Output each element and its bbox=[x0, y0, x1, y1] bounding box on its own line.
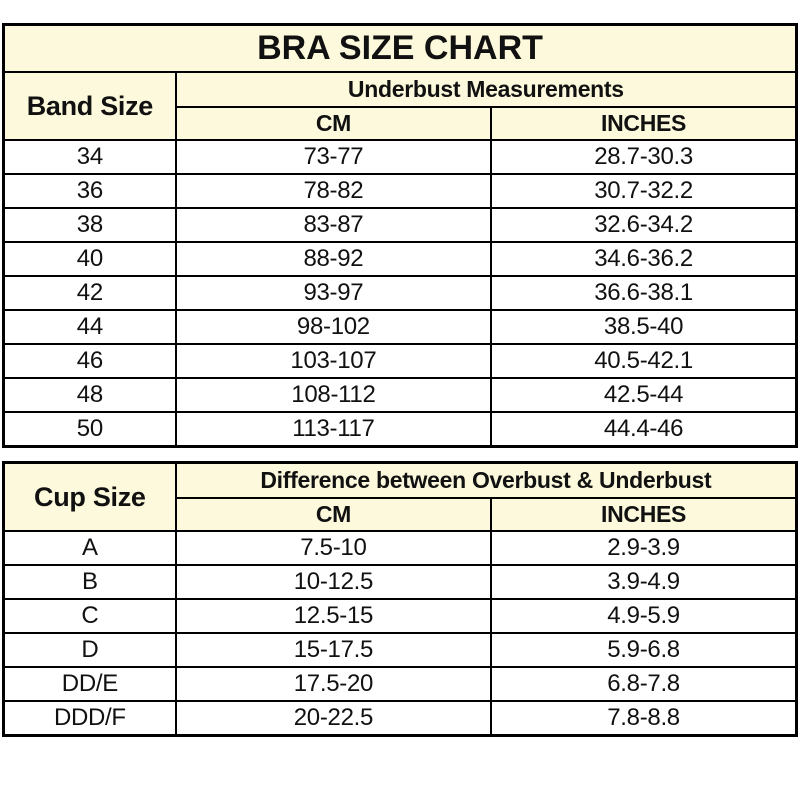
cup-size-cell: B bbox=[2, 564, 177, 600]
table-row: 48 108-112 42.5-44 bbox=[2, 377, 798, 413]
band-cm-cell: 93-97 bbox=[174, 275, 493, 311]
band-sub-header-row: CM INCHES bbox=[4, 106, 798, 141]
table-row: 42 93-97 36.6-38.1 bbox=[2, 275, 798, 311]
table-row: 38 83-87 32.6-34.2 bbox=[2, 207, 798, 243]
cup-cm-cell: 10-12.5 bbox=[174, 564, 493, 600]
band-size-cell: 50 bbox=[2, 411, 177, 448]
cup-size-cell: DD/E bbox=[2, 666, 177, 702]
band-inches-cell: 40.5-42.1 bbox=[490, 343, 798, 379]
cup-size-cell: C bbox=[2, 598, 177, 634]
band-cm-cell: 113-117 bbox=[174, 411, 493, 448]
band-size-cell: 34 bbox=[2, 139, 177, 175]
band-inches-header: INCHES bbox=[490, 106, 798, 141]
band-group-header-row: Band Size Underbust Measurements bbox=[2, 71, 798, 141]
band-cm-cell: 103-107 bbox=[174, 343, 493, 379]
band-cm-cell: 108-112 bbox=[174, 377, 493, 413]
cup-group-header-row: Cup Size Difference between Overbust & U… bbox=[2, 461, 798, 532]
cup-cm-cell: 20-22.5 bbox=[174, 700, 493, 737]
cup-cm-cell: 15-17.5 bbox=[174, 632, 493, 668]
cup-inches-cell: 3.9-4.9 bbox=[490, 564, 798, 600]
cup-cm-header: CM bbox=[174, 497, 493, 532]
cup-inches-cell: 2.9-3.9 bbox=[490, 530, 798, 566]
table-row: DD/E 17.5-20 6.8-7.8 bbox=[2, 666, 798, 702]
cup-size-table: Cup Size Difference between Overbust & U… bbox=[2, 461, 798, 737]
band-inches-cell: 32.6-34.2 bbox=[490, 207, 798, 243]
band-inches-cell: 30.7-32.2 bbox=[490, 173, 798, 209]
band-inches-cell: 34.6-36.2 bbox=[490, 241, 798, 277]
chart-title-row: BRA SIZE CHART bbox=[2, 23, 798, 73]
band-cm-cell: 88-92 bbox=[174, 241, 493, 277]
cup-cm-cell: 7.5-10 bbox=[174, 530, 493, 566]
table-row: 34 73-77 28.7-30.3 bbox=[2, 139, 798, 175]
band-inches-cell: 28.7-30.3 bbox=[490, 139, 798, 175]
table-row: 40 88-92 34.6-36.2 bbox=[2, 241, 798, 277]
table-row: DDD/F 20-22.5 7.8-8.8 bbox=[2, 700, 798, 737]
band-size-cell: 48 bbox=[2, 377, 177, 413]
band-cm-header: CM bbox=[174, 106, 493, 141]
band-cm-cell: 78-82 bbox=[174, 173, 493, 209]
table-row: 44 98-102 38.5-40 bbox=[2, 309, 798, 345]
difference-group-header: Difference between Overbust & Underbust bbox=[174, 461, 798, 499]
cup-inches-cell: 6.8-7.8 bbox=[490, 666, 798, 702]
band-inches-cell: 44.4-46 bbox=[490, 411, 798, 448]
cup-inches-cell: 4.9-5.9 bbox=[490, 598, 798, 634]
table-row: 50 113-117 44.4-46 bbox=[2, 411, 798, 448]
table-row: A 7.5-10 2.9-3.9 bbox=[2, 530, 798, 566]
band-cm-cell: 73-77 bbox=[174, 139, 493, 175]
band-size-cell: 36 bbox=[2, 173, 177, 209]
table-row: D 15-17.5 5.9-6.8 bbox=[2, 632, 798, 668]
cup-size-cell: DDD/F bbox=[2, 700, 177, 737]
bra-size-chart: BRA SIZE CHART Band Size Underbust Measu… bbox=[2, 23, 798, 737]
band-cm-cell: 98-102 bbox=[174, 309, 493, 345]
band-size-cell: 46 bbox=[2, 343, 177, 379]
underbust-group-header: Underbust Measurements bbox=[174, 71, 798, 108]
chart-title: BRA SIZE CHART bbox=[2, 23, 798, 73]
table-gap bbox=[2, 448, 798, 461]
cup-size-header: Cup Size bbox=[2, 461, 177, 532]
cup-size-cell: A bbox=[2, 530, 177, 566]
table-row: C 12.5-15 4.9-5.9 bbox=[2, 598, 798, 634]
band-inches-cell: 38.5-40 bbox=[490, 309, 798, 345]
band-inches-cell: 36.6-38.1 bbox=[490, 275, 798, 311]
cup-cm-cell: 12.5-15 bbox=[174, 598, 493, 634]
band-size-cell: 44 bbox=[2, 309, 177, 345]
cup-inches-cell: 5.9-6.8 bbox=[490, 632, 798, 668]
cup-inches-cell: 7.8-8.8 bbox=[490, 700, 798, 737]
table-row: 46 103-107 40.5-42.1 bbox=[2, 343, 798, 379]
cup-sub-header-row: CM INCHES bbox=[4, 497, 798, 532]
band-cm-cell: 83-87 bbox=[174, 207, 493, 243]
band-size-cell: 42 bbox=[2, 275, 177, 311]
band-size-cell: 40 bbox=[2, 241, 177, 277]
cup-cm-cell: 17.5-20 bbox=[174, 666, 493, 702]
band-size-table: BRA SIZE CHART Band Size Underbust Measu… bbox=[2, 23, 798, 448]
band-inches-cell: 42.5-44 bbox=[490, 377, 798, 413]
cup-size-cell: D bbox=[2, 632, 177, 668]
cup-inches-header: INCHES bbox=[490, 497, 798, 532]
table-row: B 10-12.5 3.9-4.9 bbox=[2, 564, 798, 600]
band-size-header: Band Size bbox=[2, 71, 177, 141]
band-size-cell: 38 bbox=[2, 207, 177, 243]
table-row: 36 78-82 30.7-32.2 bbox=[2, 173, 798, 209]
